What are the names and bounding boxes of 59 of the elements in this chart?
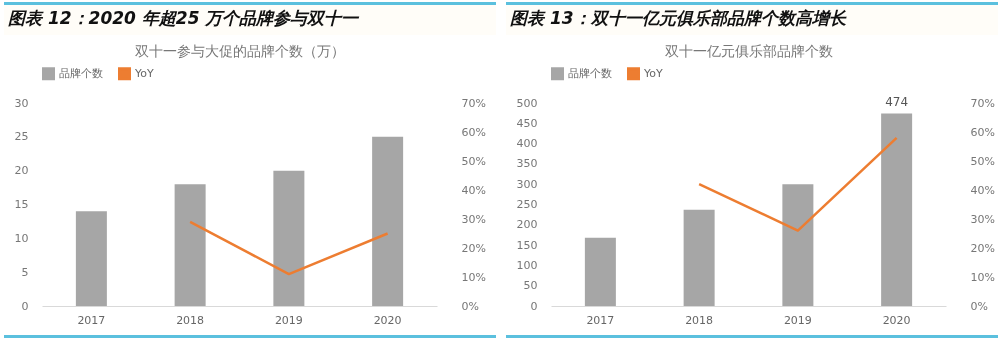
bar	[273, 170, 305, 306]
chart-subtitle: 双十一参与大促的品牌个数（万）	[134, 43, 345, 59]
y-tick-label: 400	[516, 137, 538, 151]
bar	[75, 211, 107, 306]
y-tick-label: 50	[523, 279, 538, 293]
y2-tick-label: 30%	[461, 212, 486, 226]
y-tick-label: 20	[14, 164, 29, 178]
y2-tick-label: 70%	[461, 96, 486, 110]
y2-tick-label: 30%	[970, 212, 995, 226]
x-tick-label: 2020	[373, 313, 402, 327]
bar	[881, 113, 913, 306]
y-tick-label: 450	[516, 116, 538, 130]
y2-tick-label: 60%	[970, 125, 995, 139]
x-tick-label: 2017	[77, 313, 106, 327]
y2-tick-label: 50%	[461, 154, 486, 168]
bar	[584, 237, 616, 306]
chart-title: 图表 12：2020 年超25 万个品牌参与双十一	[4, 5, 496, 35]
data-label: 474	[885, 94, 909, 109]
y-tick-label: 500	[516, 96, 538, 110]
legend-label: 品牌个数	[568, 66, 612, 80]
y-tick-label: 300	[516, 177, 538, 191]
y2-tick-label: 40%	[461, 183, 486, 197]
y-tick-label: 15	[14, 198, 29, 211]
y2-tick-label: 0%	[461, 299, 479, 313]
y2-tick-label: 40%	[970, 183, 995, 197]
x-tick-label: 2019	[783, 313, 812, 327]
legend-label: 品牌个数	[59, 66, 103, 80]
x-tick-label: 2017	[586, 313, 615, 327]
bar	[683, 209, 715, 306]
y2-tick-label: 10%	[461, 270, 486, 284]
y-tick-label: 350	[516, 157, 538, 171]
y-tick-label: 150	[516, 238, 538, 252]
legend-label: YoY	[134, 66, 154, 80]
y2-tick-label: 70%	[970, 96, 995, 110]
x-tick-label: 2019	[274, 313, 303, 327]
bar	[782, 184, 814, 306]
legend-label: YoY	[643, 66, 663, 80]
x-tick-label: 2018	[176, 313, 205, 327]
y-tick-label: 250	[516, 198, 538, 211]
y2-tick-label: 0%	[970, 299, 988, 313]
y2-tick-label: 10%	[970, 270, 995, 284]
chart-subtitle: 双十一亿元俱乐部品牌个数	[664, 43, 833, 59]
y2-tick-label: 50%	[970, 154, 995, 168]
y-tick-label: 25	[14, 130, 29, 144]
y-tick-label: 30	[14, 96, 29, 110]
y-tick-label: 0	[530, 299, 538, 313]
y-tick-label: 200	[516, 218, 538, 232]
bar	[372, 136, 404, 306]
y2-tick-label: 20%	[970, 241, 995, 255]
y-tick-label: 5	[21, 265, 29, 279]
x-tick-label: 2020	[882, 313, 911, 327]
y2-tick-label: 20%	[461, 241, 486, 255]
y-tick-label: 10	[14, 231, 29, 245]
y-tick-label: 100	[516, 258, 538, 272]
chart-title: 图表 13：双十一亿元俱乐部品牌个数高增长	[506, 5, 998, 35]
y-tick-label: 0	[21, 299, 29, 313]
y2-tick-label: 60%	[461, 125, 486, 139]
bar	[174, 184, 206, 306]
x-tick-label: 2018	[685, 313, 714, 327]
